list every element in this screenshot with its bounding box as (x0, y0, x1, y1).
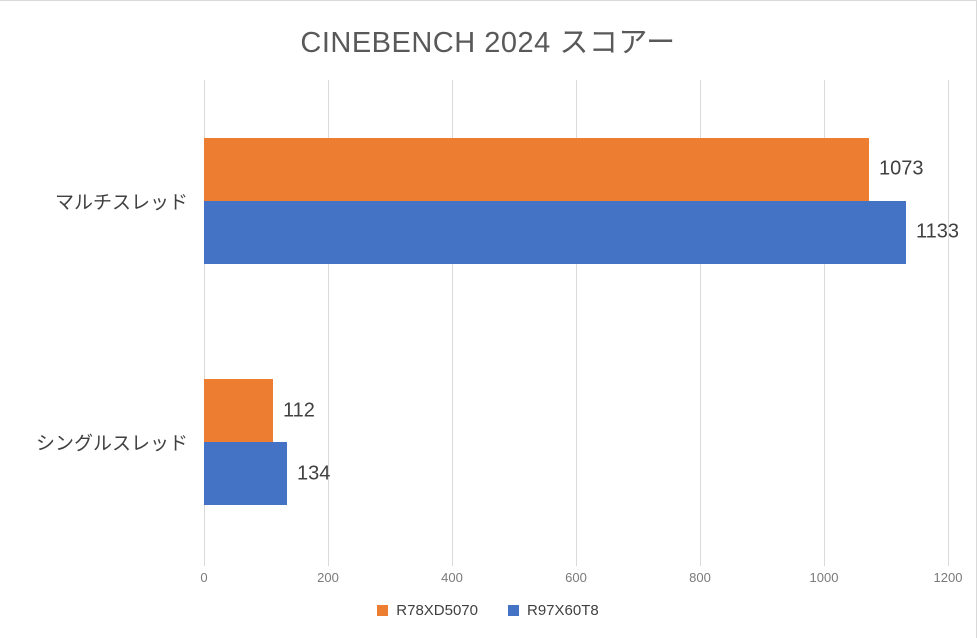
legend-item-R78XD5070: R78XD5070 (377, 602, 478, 619)
gridline-400 (452, 80, 453, 566)
gridline-200 (328, 80, 329, 566)
legend-item-R97X60T8: R97X60T8 (508, 602, 599, 619)
x-tick-label: 600 (565, 570, 587, 585)
legend: R78XD5070 R97X60T8 (0, 602, 976, 619)
data-label: 1073 (879, 157, 924, 180)
gridline-0 (204, 80, 205, 566)
legend-swatch-icon (377, 605, 389, 616)
data-label: 1133 (916, 220, 960, 243)
category-label: シングルスレッド (35, 433, 188, 455)
x-tick-label: 1000 (809, 570, 839, 585)
bar-R97X60T8 (204, 442, 287, 506)
data-label: 112 (283, 399, 315, 422)
category-label: マルチスレッド (54, 192, 188, 214)
plot-area: 1073 1133 112 134 (204, 80, 959, 566)
legend-swatch-icon (508, 605, 519, 616)
gridline-1200 (948, 80, 949, 566)
legend-label: R97X60T8 (527, 602, 599, 619)
x-tick-label: 400 (441, 570, 463, 585)
chart-title: CINEBENCH 2024 スコアー (300, 27, 676, 59)
x-tick-label: 0 (200, 570, 208, 585)
bar-R97X60T8 (204, 200, 906, 264)
x-tick-label: 800 (689, 570, 711, 585)
data-label: 134 (297, 462, 331, 485)
x-tick-label: 200 (317, 570, 339, 585)
bar-R78XD5070 (204, 137, 869, 201)
gridline-600 (576, 80, 577, 566)
x-tick-label: 1200 (933, 570, 963, 585)
gridline-800 (700, 80, 701, 566)
bar-R78XD5070 (204, 379, 273, 443)
gridline-1000 (824, 80, 825, 566)
legend-label: R78XD5070 (396, 602, 478, 619)
